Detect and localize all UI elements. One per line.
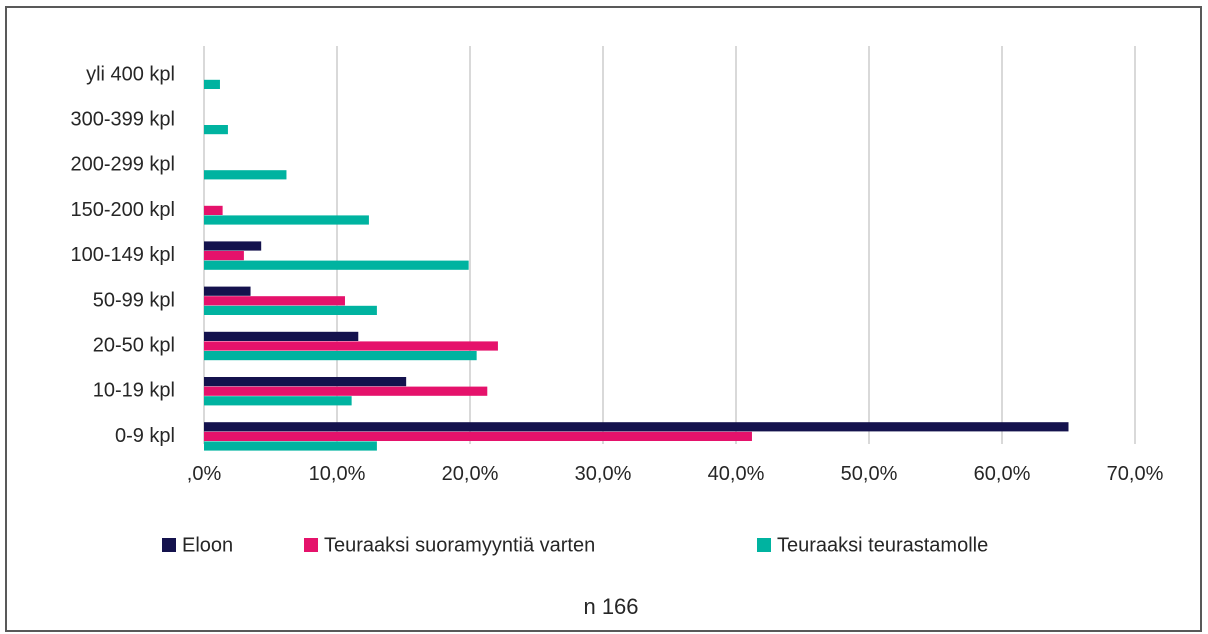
legend: Eloon Teuraaksi suoramyyntiä varten Teuraa… xyxy=(162,534,988,556)
x-tick-label: 70,0% xyxy=(1107,463,1164,485)
bar-teuraaksi-teurastamolle-150-200-kpl xyxy=(204,215,369,225)
bar-teuraaksi-suoramyynti-varten-0-9-kpl xyxy=(204,431,752,441)
x-tick-label: 40,0% xyxy=(708,463,765,485)
bar-eloon-100-149-kpl xyxy=(204,241,262,251)
x-tick-label: 50,0% xyxy=(841,463,898,485)
x-tick-label: 10,0% xyxy=(309,463,366,485)
category-label: 100-149 kpl xyxy=(70,244,175,266)
bar-teuraaksi-teurastamolle-10-19-kpl xyxy=(204,396,352,406)
bars xyxy=(204,79,1069,451)
category-label: 0-9 kpl xyxy=(115,425,175,447)
legend-label: Teuraaksi teurastamolle xyxy=(777,534,988,556)
category-label: 300-399 kpl xyxy=(70,108,175,130)
category-label: yli 400 kpl xyxy=(86,63,175,85)
x-tick-label: 20,0% xyxy=(442,463,499,485)
legend-label: Eloon xyxy=(182,534,233,556)
category-label: 10-19 kpl xyxy=(93,380,175,402)
legend-swatch xyxy=(757,538,771,552)
bar-teuraaksi-teurastamolle-100-149-kpl xyxy=(204,260,469,270)
legend-swatch xyxy=(304,538,318,552)
bar-teuraaksi-suoramyynti-varten-150-200-kpl xyxy=(204,205,223,215)
bar-teuraaksi-teurastamolle-200-299-kpl xyxy=(204,170,287,180)
bar-teuraaksi-teurastamolle-0-9-kpl xyxy=(204,441,377,451)
category-label: 150-200 kpl xyxy=(70,199,175,221)
bar-eloon-0-9-kpl xyxy=(204,422,1069,432)
bar-eloon-10-19-kpl xyxy=(204,377,407,387)
x-tick-labels: ,0% 10,0% 20,0% 30,0% 40,0% 50,0% 60,0% 70,0% xyxy=(187,463,1164,485)
category-labels: 0-9 kpl 10-19 kpl 20-50 kpl 50-99 kpl 100-14… xyxy=(70,63,175,447)
category-label: 20-50 kpl xyxy=(93,334,175,356)
gridlines xyxy=(203,46,1136,444)
bar-chart: 0-9 kpl 10-19 kpl 20-50 kpl 50-99 kpl 100-14… xyxy=(70,46,1164,619)
x-tick-label: 60,0% xyxy=(974,463,1031,485)
category-label: 200-299 kpl xyxy=(70,154,175,176)
bar-teuraaksi-suoramyynti-varten-50-99-kpl xyxy=(204,296,345,306)
category-label: 50-99 kpl xyxy=(93,289,175,311)
bar-teuraaksi-teurastamolle-20-50-kpl xyxy=(204,351,477,361)
x-tick-label: 30,0% xyxy=(575,463,632,485)
legend-swatch xyxy=(162,538,176,552)
bar-teuraaksi-teurastamolle-50-99-kpl xyxy=(204,305,377,315)
chart-frame: 0-9 kpl 10-19 kpl 20-50 kpl 50-99 kpl 100-14… xyxy=(5,6,1202,632)
bar-teuraaksi-suoramyynti-varten-10-19-kpl xyxy=(204,386,488,396)
bar-teuraaksi-teurastamolle-300-399-kpl xyxy=(204,125,228,135)
bar-teuraaksi-suoramyynti-varten-100-149-kpl xyxy=(204,251,244,261)
sample-size-note: n 166 xyxy=(583,594,638,619)
bar-eloon-50-99-kpl xyxy=(204,286,251,296)
bar-teuraaksi-suoramyynti-varten-20-50-kpl xyxy=(204,341,498,351)
x-tick-label: ,0% xyxy=(187,463,222,485)
bar-eloon-20-50-kpl xyxy=(204,331,359,341)
bar-teuraaksi-teurastamolle-yli-400-kpl xyxy=(204,79,220,89)
legend-label: Teuraaksi suoramyyntiä varten xyxy=(324,534,595,556)
